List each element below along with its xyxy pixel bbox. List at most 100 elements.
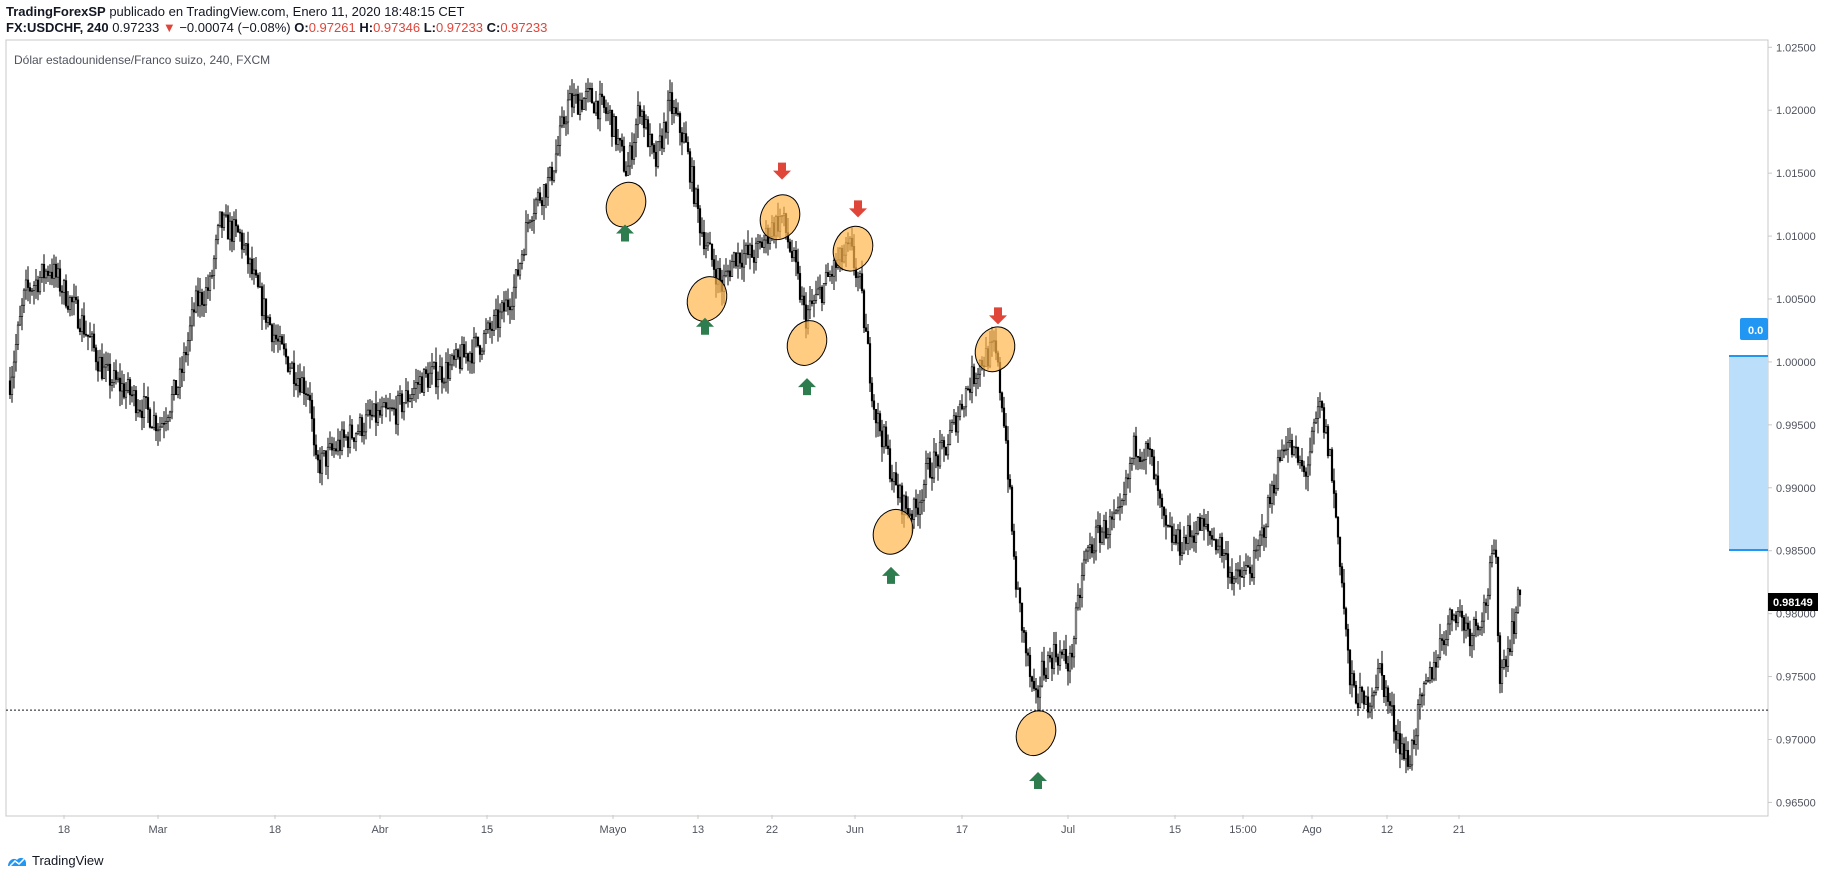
tradingview-brand[interactable]: TradingView: [6, 853, 104, 868]
candle: [654, 140, 658, 177]
time-axis[interactable]: 18 Mar 18 Abr 15 Mayo 13 22 Jun 17 Jul 15 15:00 Ago 12…: [58, 815, 1465, 836]
candle: [532, 198, 536, 234]
candle: [120, 370, 124, 405]
candle: [264, 298, 268, 330]
author-name[interactable]: TradingForexSP: [6, 4, 106, 19]
candle: [810, 288, 814, 307]
candle: [1480, 612, 1484, 636]
candle: [1478, 626, 1482, 636]
candle: [1076, 583, 1080, 611]
candle: [1066, 655, 1070, 686]
candle: [144, 396, 148, 409]
candle: [20, 298, 24, 331]
candle: [150, 425, 154, 429]
candle: [96, 350, 100, 382]
candle: [668, 79, 672, 112]
candle: [280, 333, 284, 345]
highlight-ellipse: [686, 276, 728, 322]
candle: [564, 115, 568, 136]
candle: [446, 348, 450, 394]
candle: [588, 82, 592, 103]
candle: [1504, 655, 1508, 678]
candle: [1362, 689, 1366, 710]
candle: [534, 197, 538, 220]
candle: [328, 431, 332, 451]
candle: [1006, 426, 1010, 493]
candle: [10, 366, 14, 403]
candle: [760, 237, 764, 248]
candle: [796, 248, 800, 280]
candle: [1486, 588, 1490, 620]
candle: [528, 219, 532, 229]
down-arrow-icon: [773, 162, 791, 180]
candle: [600, 82, 604, 106]
candle: [582, 96, 586, 110]
candle: [400, 390, 404, 419]
candle: [1272, 473, 1276, 506]
candle: [1002, 396, 1006, 429]
candle: [44, 268, 48, 285]
candle: [258, 272, 262, 288]
candle: [1328, 448, 1332, 457]
candle: [1292, 445, 1296, 457]
candle: [1150, 448, 1154, 466]
candle: [640, 109, 644, 126]
candle: [680, 127, 684, 156]
candle: [494, 298, 498, 330]
candle: [172, 379, 176, 401]
candle: [1144, 440, 1148, 475]
candle: [1154, 473, 1158, 486]
candle: [1234, 563, 1238, 583]
price-tick-label: 0.99000: [1776, 483, 1816, 495]
candle: [634, 118, 638, 158]
candle: [436, 371, 440, 400]
symbol-label[interactable]: FX:USDCHF, 240: [6, 20, 109, 35]
candle: [506, 288, 510, 316]
candle: [462, 336, 466, 358]
candle: [88, 322, 92, 338]
candle: [262, 284, 266, 320]
candle: [622, 136, 626, 173]
candle: [228, 212, 232, 251]
candle: [700, 217, 704, 238]
candle: [1156, 461, 1160, 506]
candle: [1112, 499, 1116, 529]
candle: [162, 411, 166, 439]
up-arrow-icon: [1029, 772, 1047, 790]
candle: [858, 270, 862, 289]
candle: [452, 349, 456, 367]
candle: [742, 239, 746, 282]
candle: [958, 400, 962, 421]
candle: [1216, 539, 1220, 554]
candle: [556, 135, 560, 156]
time-tick-label: Mar: [149, 824, 168, 836]
candle: [1502, 649, 1506, 670]
candle: [1506, 636, 1510, 672]
candle: [508, 298, 512, 324]
candle: [592, 101, 596, 114]
candle: [884, 420, 888, 450]
candle: [332, 437, 336, 458]
candle: [948, 419, 952, 446]
candle: [12, 350, 16, 389]
candle: [1428, 661, 1432, 684]
range-box: [1729, 356, 1768, 550]
candle: [218, 211, 222, 228]
candle: [478, 344, 482, 363]
candle: [310, 392, 314, 432]
candle: [1490, 544, 1494, 568]
candle: [524, 210, 528, 256]
candle: [1500, 659, 1504, 693]
price-axis[interactable]: 1.02500 1.02000 1.01500 1.01000 1.00500 1.000…: [1768, 42, 1816, 809]
highlight-ellipse: [759, 194, 801, 241]
candle: [1414, 728, 1418, 756]
candle: [330, 436, 334, 456]
open-label: O:: [294, 20, 309, 35]
candle: [438, 354, 442, 380]
candle: [1148, 437, 1152, 465]
candle: [1498, 632, 1502, 694]
candle: [1392, 693, 1396, 744]
candle: [1056, 653, 1060, 675]
candle: [316, 449, 320, 474]
